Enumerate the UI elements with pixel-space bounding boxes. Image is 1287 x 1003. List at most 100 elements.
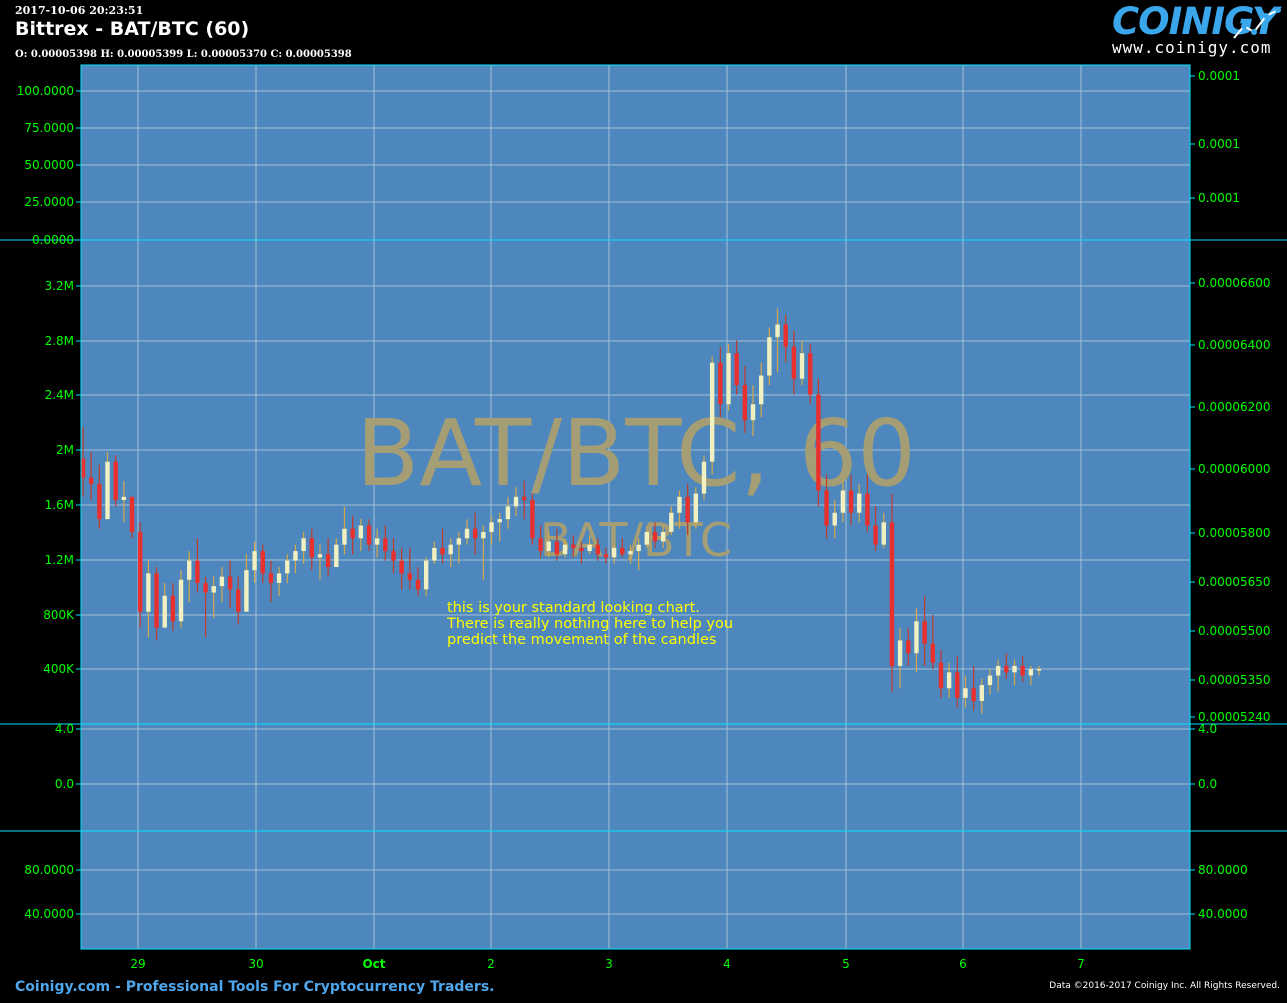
candle-body xyxy=(685,496,690,523)
candle-body xyxy=(489,522,494,532)
x-tick-label: Oct xyxy=(362,957,385,971)
candle-body xyxy=(783,324,788,347)
candle-body xyxy=(897,640,903,666)
candle-body xyxy=(383,538,388,552)
candle-body xyxy=(595,544,600,555)
right-tick-label: 0.00006200 xyxy=(1198,400,1271,414)
candle-body xyxy=(260,551,265,574)
candle-body xyxy=(987,675,993,686)
candle-body xyxy=(473,528,478,539)
candle-body xyxy=(669,512,674,532)
candle-body xyxy=(652,531,658,542)
candle-body xyxy=(162,595,167,628)
candle-body xyxy=(718,362,723,405)
candle-body xyxy=(1028,669,1034,676)
candle-body xyxy=(587,544,592,552)
left-tick-label: 1.6M xyxy=(45,498,74,512)
candle-body xyxy=(1020,665,1025,676)
candle-body xyxy=(734,353,739,386)
candle-body xyxy=(1036,669,1042,671)
candle-body xyxy=(252,551,257,571)
annotation-line-3: predict the movement of the candles xyxy=(447,632,717,648)
candle-body xyxy=(268,573,274,583)
candle-body xyxy=(571,544,576,548)
candle-body xyxy=(922,621,927,644)
right-tick-label: 0.0001 xyxy=(1198,191,1240,205)
candle-body xyxy=(816,394,821,491)
candle-body xyxy=(848,490,854,513)
candle-body xyxy=(358,525,364,539)
candle-body xyxy=(423,560,429,590)
candle-body xyxy=(129,496,135,532)
candle-body xyxy=(644,531,649,545)
candle-body xyxy=(750,404,756,421)
candle-body xyxy=(775,324,780,338)
candle-body xyxy=(105,461,110,520)
candle-body xyxy=(758,375,764,405)
candle-body xyxy=(865,493,870,526)
candle-body xyxy=(530,500,535,539)
left-tick-label: 800K xyxy=(43,608,75,622)
candle-body xyxy=(636,544,641,552)
pane-middle-indicator: 4.0 0.0 xyxy=(55,722,81,791)
watermark-main: BAT/BTC, 60 xyxy=(356,400,916,507)
candle-body xyxy=(481,531,486,539)
candle-body xyxy=(709,362,715,462)
candle-body xyxy=(546,541,551,552)
candle-body xyxy=(808,353,813,395)
pane-upper-indicator: 100.0000 75.0000 50.0000 25.0000 0.0000 xyxy=(17,84,81,247)
candle-body xyxy=(415,579,421,590)
candle-body xyxy=(914,621,919,654)
coinigy-logo[interactable]: COINIGY www.coinigy.com xyxy=(1110,0,1285,60)
left-tick-label: 1.2M xyxy=(45,553,74,567)
left-tick-label: 3.2M xyxy=(45,279,74,293)
right-axis: 0.00010.00010.00010.000066000.000064000.… xyxy=(1190,69,1271,921)
candle-body xyxy=(562,544,568,555)
candle-body xyxy=(121,496,127,500)
candle-series xyxy=(80,308,1042,714)
right-tick-label: 40.0000 xyxy=(1198,907,1248,921)
annotation-line-2: There is really nothing here to help you xyxy=(447,616,734,632)
candle-body xyxy=(791,346,797,379)
logo-url: www.coinigy.com xyxy=(1112,38,1272,57)
x-tick-label: 6 xyxy=(959,957,967,971)
right-tick-label: 0.0 xyxy=(1198,777,1217,791)
left-tick-label: 0.0000 xyxy=(32,233,74,247)
chart-title: Bittrex - BAT/BTC (60) xyxy=(15,18,250,40)
candle-body xyxy=(178,579,184,622)
left-tick-label: 25.0000 xyxy=(24,195,74,209)
left-tick-label: 75.0000 xyxy=(24,121,74,135)
right-tick-label: 0.00006000 xyxy=(1198,462,1271,476)
right-tick-label: 0.00006400 xyxy=(1198,338,1271,352)
candle-body xyxy=(187,560,192,580)
candle-body xyxy=(930,643,935,663)
watermark-sub: BAT/BTC xyxy=(540,513,732,567)
left-tick-label: 400K xyxy=(43,662,75,676)
candle-body xyxy=(391,551,396,561)
right-tick-label: 0.00005650 xyxy=(1198,575,1271,589)
footer-brand-link[interactable]: Coinigy.com - Professional Tools For Cry… xyxy=(15,979,495,995)
candle-body xyxy=(628,551,633,555)
candle-body xyxy=(113,461,118,500)
candle-body xyxy=(146,573,151,612)
candle-body xyxy=(881,522,886,545)
candle-body xyxy=(366,525,372,545)
logo-wordmark: COINIGY xyxy=(1112,0,1279,43)
candle-body xyxy=(170,595,176,622)
left-tick-label: 50.0000 xyxy=(24,158,74,172)
logo-chart-icon xyxy=(1233,7,1281,39)
candle-body xyxy=(611,547,617,558)
right-tick-label: 80.0000 xyxy=(1198,863,1248,877)
left-tick-label: 2.8M xyxy=(45,334,74,348)
candle-body xyxy=(677,496,682,513)
pane-lower-indicator-right: 80.0000 40.0000 xyxy=(1190,863,1248,921)
candle-body xyxy=(244,570,249,612)
candle-body xyxy=(840,490,846,513)
candle-body xyxy=(701,461,707,494)
candle-body xyxy=(309,538,314,558)
candle-body xyxy=(285,560,290,574)
x-tick-label: 5 xyxy=(842,957,850,971)
pane-price: 3.2M 2.8M 2.4M 2M 1.6M 1.2M 800K 400K xyxy=(43,279,81,676)
